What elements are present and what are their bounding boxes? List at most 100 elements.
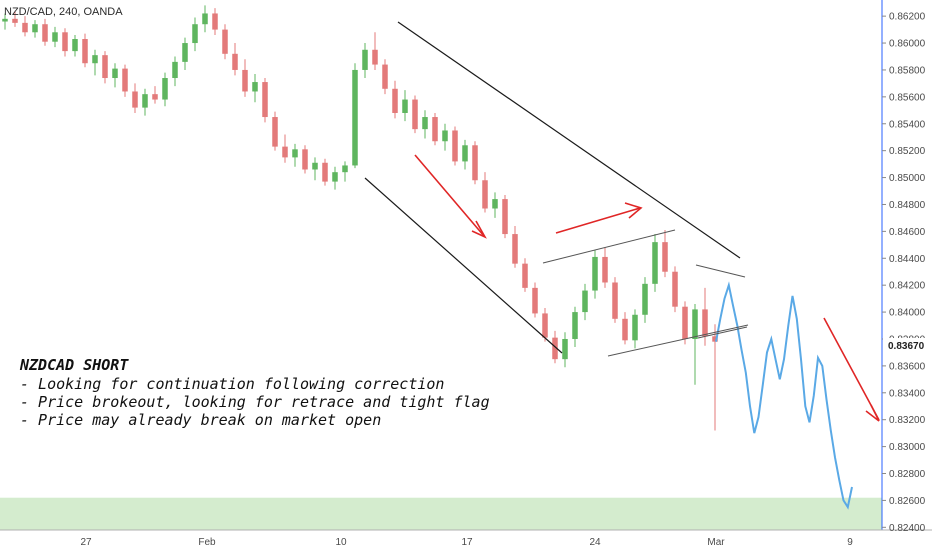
candle-body	[352, 69, 358, 166]
candle[interactable]	[382, 59, 388, 95]
candlestick-series[interactable]	[2, 5, 718, 431]
candle[interactable]	[642, 277, 648, 323]
candle[interactable]	[122, 64, 128, 97]
candle[interactable]	[462, 139, 468, 170]
candle[interactable]	[402, 90, 408, 122]
candle[interactable]	[432, 112, 438, 146]
candle[interactable]	[52, 26, 58, 48]
candle[interactable]	[152, 86, 158, 104]
candle[interactable]	[562, 332, 568, 368]
candle[interactable]	[142, 88, 148, 116]
tight-flag-lower-line[interactable]	[697, 326, 748, 339]
candle[interactable]	[2, 13, 8, 30]
candle[interactable]	[112, 63, 118, 88]
candle[interactable]	[602, 247, 608, 288]
candle[interactable]	[312, 157, 318, 181]
flag-lower-line[interactable]	[607, 324, 749, 357]
note-line-2: - Price brokeout, looking for retrace an…	[20, 393, 490, 411]
candle[interactable]	[472, 141, 478, 185]
candle[interactable]	[412, 95, 418, 134]
candle-body	[162, 78, 168, 100]
candle[interactable]	[522, 258, 528, 292]
down-arrow-1[interactable]	[414, 154, 487, 239]
candle[interactable]	[372, 32, 378, 70]
candle[interactable]	[652, 234, 658, 292]
candle[interactable]	[172, 56, 178, 87]
channel-upper-trendline[interactable]	[397, 21, 741, 259]
candle[interactable]	[452, 126, 458, 166]
candle[interactable]	[612, 277, 618, 323]
current-price-label: 0.83670	[888, 341, 925, 352]
candle[interactable]	[692, 304, 698, 385]
candle[interactable]	[712, 324, 718, 431]
candle[interactable]	[232, 43, 238, 76]
down-arrow-2[interactable]	[823, 317, 880, 422]
channel-lower-trendline[interactable]	[364, 177, 563, 354]
candle[interactable]	[502, 195, 508, 239]
price-tick-label: 0.83600	[889, 361, 926, 372]
candle[interactable]	[632, 309, 638, 349]
candle[interactable]	[22, 16, 28, 37]
candle[interactable]	[542, 308, 548, 342]
candle[interactable]	[682, 301, 688, 345]
projection-line-series[interactable]	[715, 281, 853, 510]
candle[interactable]	[82, 33, 88, 68]
candle-body	[272, 117, 278, 147]
candle[interactable]	[392, 80, 398, 119]
candle-body	[492, 199, 498, 209]
candle[interactable]	[592, 250, 598, 299]
up-arrow[interactable]	[555, 202, 643, 234]
candle[interactable]	[252, 73, 258, 103]
candle[interactable]	[572, 306, 578, 348]
price-tick-label: 0.84400	[889, 254, 926, 265]
candle[interactable]	[262, 78, 268, 123]
candle[interactable]	[222, 24, 228, 60]
candle[interactable]	[32, 20, 38, 38]
candle[interactable]	[162, 72, 168, 107]
candle[interactable]	[132, 83, 138, 113]
candle[interactable]	[342, 161, 348, 182]
candle[interactable]	[362, 43, 368, 79]
candle[interactable]	[582, 283, 588, 321]
candle-body	[582, 290, 588, 313]
candle[interactable]	[282, 134, 288, 163]
candle[interactable]	[662, 230, 668, 278]
candle-body	[422, 117, 428, 130]
candle[interactable]	[332, 166, 338, 190]
candle[interactable]	[322, 158, 328, 186]
candle[interactable]	[242, 59, 248, 97]
candle[interactable]	[42, 18, 48, 46]
candle[interactable]	[302, 145, 308, 174]
candle[interactable]	[192, 17, 198, 52]
candle[interactable]	[12, 10, 18, 27]
candle[interactable]	[482, 172, 488, 213]
candle[interactable]	[182, 37, 188, 70]
candle[interactable]	[92, 49, 98, 76]
candle[interactable]	[492, 192, 498, 218]
candle[interactable]	[102, 51, 108, 84]
candle[interactable]	[72, 34, 78, 57]
candle[interactable]	[212, 8, 218, 35]
candle[interactable]	[272, 111, 278, 151]
candle[interactable]	[532, 282, 538, 318]
candle[interactable]	[202, 5, 208, 33]
candle[interactable]	[672, 266, 678, 313]
candle[interactable]	[352, 63, 358, 169]
candle[interactable]	[512, 225, 518, 268]
candle[interactable]	[422, 110, 428, 139]
trendlines[interactable]	[364, 21, 749, 357]
price-tick-label: 0.82400	[889, 523, 926, 534]
time-axis[interactable]: 27 Feb 10 17 24 Mar 9	[80, 537, 853, 548]
candle-body	[642, 283, 648, 315]
candle[interactable]	[62, 28, 68, 57]
price-tick-label: 0.83000	[889, 442, 926, 453]
tight-flag-upper-line[interactable]	[695, 264, 746, 278]
candle[interactable]	[292, 143, 298, 167]
flag-upper-line[interactable]	[542, 229, 676, 264]
candle[interactable]	[442, 123, 448, 151]
candle[interactable]	[622, 312, 628, 345]
direction-arrows[interactable]	[414, 154, 880, 422]
price-tick-label: 0.86000	[889, 39, 926, 50]
